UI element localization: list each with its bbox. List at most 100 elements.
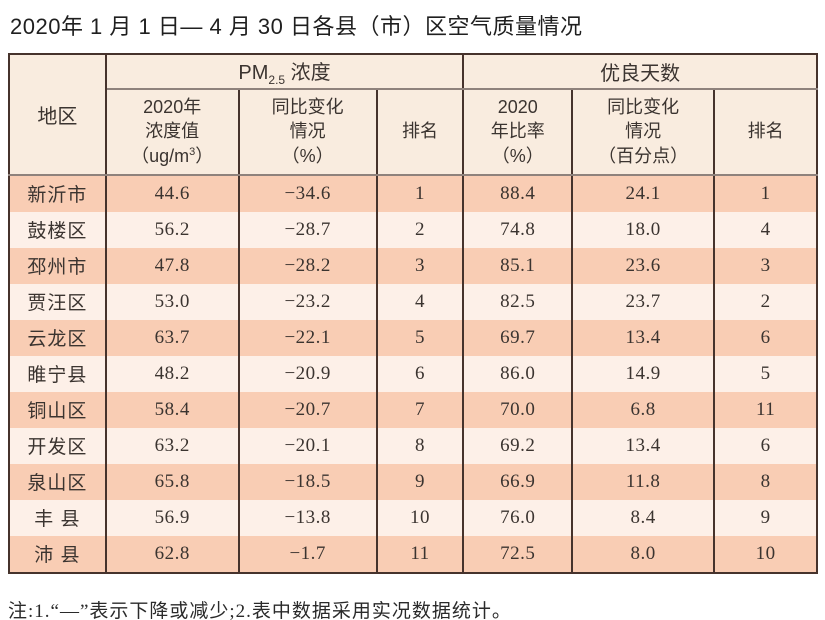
cell-pm-rank: 5 bbox=[375, 319, 465, 356]
cell-pm-rank: 3 bbox=[375, 247, 465, 284]
header-group-row: 地区 PM2.5 浓度 优良天数 bbox=[8, 53, 818, 176]
table-row: 邳州市 47.8 −28.2 3 85.1 23.6 3 bbox=[8, 247, 818, 284]
header-good-change-line1: 同比变化 bbox=[607, 97, 680, 118]
header-good-rate-line1: 2020 bbox=[497, 97, 538, 118]
cell-good-rate: 70.0 bbox=[462, 391, 574, 428]
header-pm-value-line2: 浓度值 bbox=[145, 121, 200, 142]
cell-good-rate: 72.5 bbox=[462, 535, 574, 573]
cell-good-rate: 69.7 bbox=[462, 319, 574, 356]
header-pm-value-unit: （ug/m3） bbox=[107, 144, 238, 168]
cell-good-rank: 3 bbox=[713, 247, 818, 284]
cell-good-change: 13.4 bbox=[571, 319, 716, 356]
cell-pm-rank: 2 bbox=[375, 211, 465, 248]
cell-region: 新沂市 bbox=[8, 174, 107, 212]
unit-superscript: 3 bbox=[189, 145, 196, 158]
cell-region: 开发区 bbox=[8, 427, 107, 464]
header-pm-value: 2020年 浓度值 （ug/m3） bbox=[104, 88, 240, 176]
table-body: 新沂市 44.6 −34.6 1 88.4 24.1 1 鼓楼区 56.2 −2… bbox=[8, 174, 818, 573]
cell-pm-change: −13.8 bbox=[237, 499, 378, 536]
cell-region: 云龙区 bbox=[8, 319, 107, 356]
cell-pm-rank: 8 bbox=[375, 427, 465, 464]
header-good-rate: 2020 年比率 （%） bbox=[462, 88, 574, 176]
cell-pm-change: −20.7 bbox=[237, 391, 378, 428]
cell-pm-value: 56.9 bbox=[104, 499, 240, 536]
cell-pm-change: −28.2 bbox=[237, 247, 378, 284]
cell-pm-rank: 4 bbox=[375, 283, 465, 320]
cell-pm-change: −34.6 bbox=[237, 174, 378, 212]
cell-pm-change: −20.9 bbox=[237, 355, 378, 392]
cell-region: 鼓楼区 bbox=[8, 211, 107, 248]
header-good-rate-line2: 年比率 bbox=[490, 121, 545, 142]
pm25-label-subscript: 2.5 bbox=[268, 72, 286, 87]
cell-good-change: 8.0 bbox=[571, 535, 716, 573]
cell-good-change: 14.9 bbox=[571, 355, 716, 392]
cell-good-change: 24.1 bbox=[571, 174, 716, 212]
cell-region: 铜山区 bbox=[8, 391, 107, 428]
cell-good-rate: 69.2 bbox=[462, 427, 574, 464]
cell-good-rate: 66.9 bbox=[462, 463, 574, 500]
cell-pm-change: −1.7 bbox=[237, 535, 378, 573]
header-good-change: 同比变化 情况 （百分点） bbox=[571, 88, 716, 176]
unit-suffix: ） bbox=[195, 145, 214, 166]
cell-good-rank: 2 bbox=[713, 283, 818, 320]
cell-region: 睢宁县 bbox=[8, 355, 107, 392]
table-row: 开发区 63.2 −20.1 8 69.2 13.4 6 bbox=[8, 427, 818, 464]
cell-region: 邳州市 bbox=[8, 247, 107, 284]
cell-good-rate: 86.0 bbox=[462, 355, 574, 392]
cell-good-change: 8.4 bbox=[571, 499, 716, 536]
header-good-change-line2: 情况 bbox=[625, 121, 662, 142]
cell-good-rate: 76.0 bbox=[462, 499, 574, 536]
header-pm-change-line1: 同比变化 bbox=[271, 97, 344, 118]
cell-good-change: 11.8 bbox=[571, 463, 716, 500]
cell-pm-rank: 11 bbox=[375, 535, 465, 573]
cell-good-change: 6.8 bbox=[571, 391, 716, 428]
cell-pm-value: 47.8 bbox=[104, 247, 240, 284]
cell-good-change: 13.4 bbox=[571, 427, 716, 464]
header-good-rank: 排名 bbox=[713, 88, 818, 176]
footnote: 注:1.“—”表示下降或减少;2.表中数据采用实况数据统计。 bbox=[8, 600, 512, 620]
cell-good-rate: 85.1 bbox=[462, 247, 574, 284]
cell-pm-rank: 9 bbox=[375, 463, 465, 500]
cell-pm-value: 58.4 bbox=[104, 391, 240, 428]
header-pm25-group: PM2.5 浓度 bbox=[104, 53, 465, 90]
cell-pm-value: 44.6 bbox=[104, 174, 240, 212]
cell-good-change: 23.6 bbox=[571, 247, 716, 284]
cell-pm-change: −18.5 bbox=[237, 463, 378, 500]
cell-pm-rank: 10 bbox=[375, 499, 465, 536]
table-row: 丰 县 56.9 −13.8 10 76.0 8.4 9 bbox=[8, 499, 818, 536]
cell-pm-change: −22.1 bbox=[237, 319, 378, 356]
table-row: 沛 县 62.8 −1.7 11 72.5 8.0 10 bbox=[8, 535, 818, 573]
cell-pm-change: −20.1 bbox=[237, 427, 378, 464]
cell-pm-change: −23.2 bbox=[237, 283, 378, 320]
cell-good-rate: 82.5 bbox=[462, 283, 574, 320]
cell-good-rank: 1 bbox=[713, 174, 818, 212]
table-row: 铜山区 58.4 −20.7 7 70.0 6.8 11 bbox=[8, 391, 818, 428]
cell-good-rank: 6 bbox=[713, 319, 818, 356]
cell-good-rank: 11 bbox=[713, 391, 818, 428]
cell-pm-rank: 1 bbox=[375, 174, 465, 212]
cell-good-rate: 74.8 bbox=[462, 211, 574, 248]
table-row: 鼓楼区 56.2 −28.7 2 74.8 18.0 4 bbox=[8, 211, 818, 248]
table-row: 贾汪区 53.0 −23.2 4 82.5 23.7 2 bbox=[8, 283, 818, 320]
cell-pm-value: 48.2 bbox=[104, 355, 240, 392]
pm25-label-suffix: 浓度 bbox=[285, 61, 331, 84]
header-pm-change: 同比变化 情况 （%） bbox=[237, 88, 378, 176]
cell-good-rank: 4 bbox=[713, 211, 818, 248]
header-good-days-group: 优良天数 bbox=[462, 53, 818, 90]
header-pm-change-line2: 情况 bbox=[289, 121, 326, 142]
cell-good-change: 23.7 bbox=[571, 283, 716, 320]
table-row: 新沂市 44.6 −34.6 1 88.4 24.1 1 bbox=[8, 174, 818, 212]
cell-pm-rank: 7 bbox=[375, 391, 465, 428]
table-header: 地区 PM2.5 浓度 优良天数 2020年 浓度值 （ug/m3） 同比变化 … bbox=[8, 53, 818, 176]
cell-pm-value: 63.7 bbox=[104, 319, 240, 356]
cell-region: 沛 县 bbox=[8, 535, 107, 573]
header-good-rate-unit: （%） bbox=[491, 145, 544, 166]
cell-good-rank: 9 bbox=[713, 499, 818, 536]
pm25-label-prefix: PM bbox=[238, 61, 269, 84]
header-good-change-unit: （百分点） bbox=[598, 145, 689, 166]
air-quality-table: 地区 PM2.5 浓度 优良天数 2020年 浓度值 （ug/m3） 同比变化 … bbox=[8, 52, 818, 574]
cell-pm-rank: 6 bbox=[375, 355, 465, 392]
cell-region: 丰 县 bbox=[8, 499, 107, 536]
cell-pm-value: 63.2 bbox=[104, 427, 240, 464]
